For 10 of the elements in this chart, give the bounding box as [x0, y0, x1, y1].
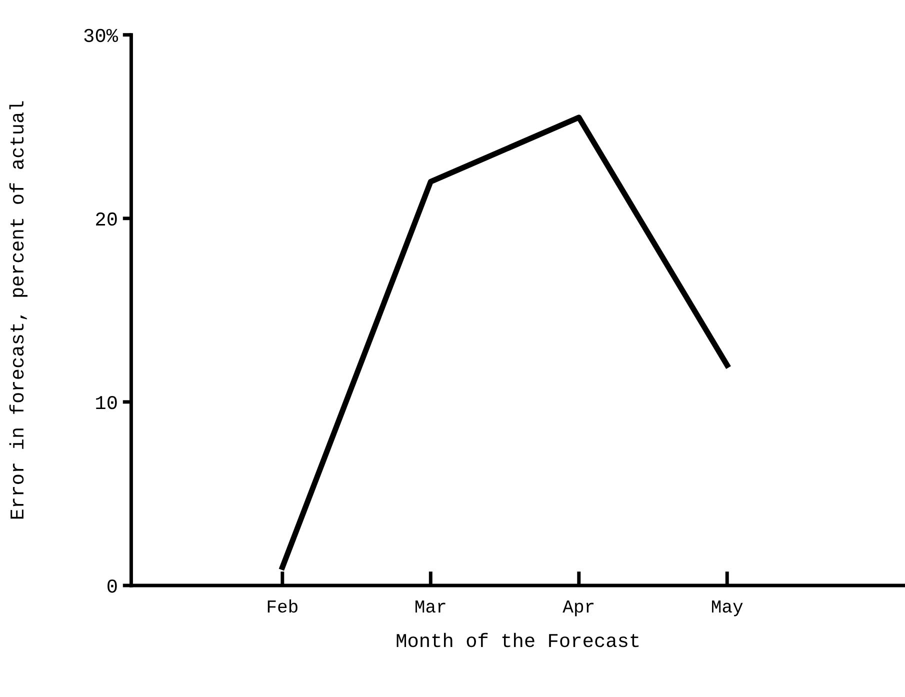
y-tick-label: 20 [96, 212, 117, 226]
x-tick-label: May [712, 600, 743, 616]
x-tick-label: Mar [416, 600, 446, 613]
x-tick-label: Feb [268, 599, 298, 613]
y-tick-label: 30% [84, 28, 118, 42]
y-tick-label: 0 [108, 580, 117, 593]
x-tick-label: Apr [562, 600, 594, 616]
y-axis-title: Error in forecast, percent of actual [9, 101, 28, 519]
x-axis-title: Month of the Forecast [396, 632, 639, 648]
y-tick-label: 10 [96, 396, 117, 410]
